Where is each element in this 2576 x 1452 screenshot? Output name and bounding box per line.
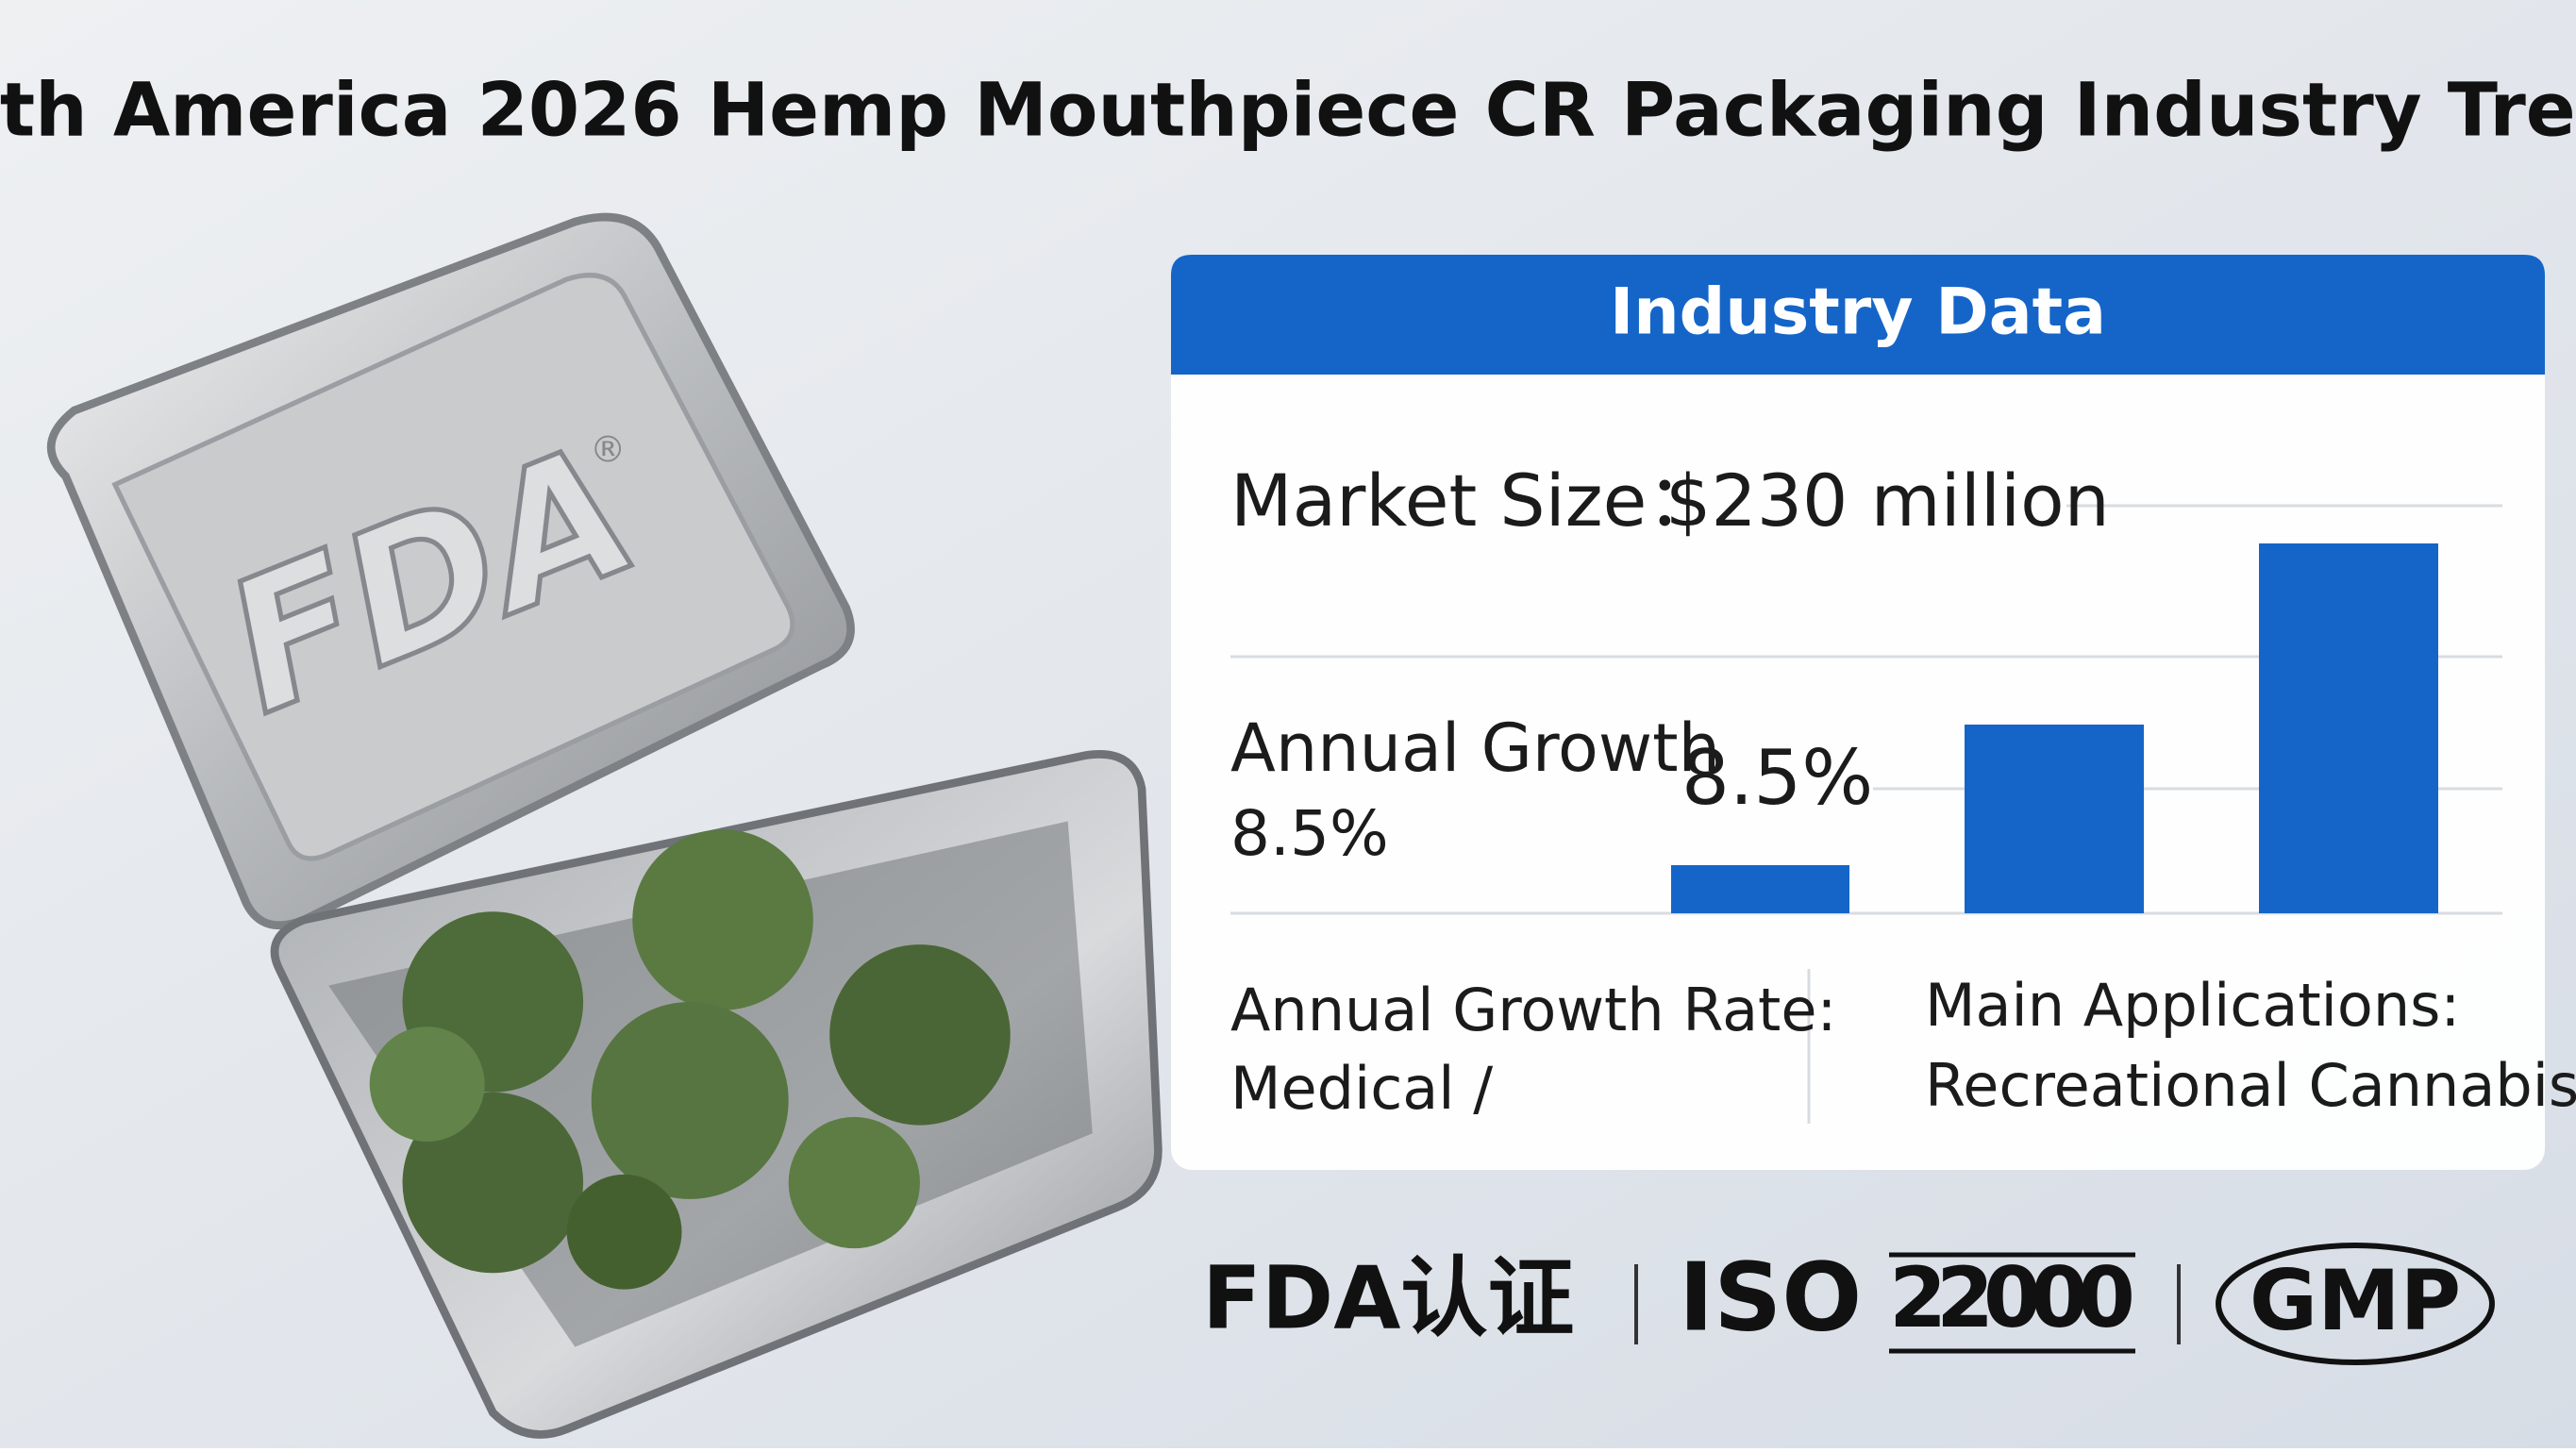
certifications: FDA认证 ISO 22000 GMP	[1202, 1242, 2495, 1365]
card-body	[1171, 255, 2545, 1170]
market-size-value: $230 million	[1665, 459, 2110, 542]
gmp-oval	[2216, 1243, 2495, 1365]
decorative-bars	[1671, 543, 2438, 913]
growth-value: 8.5%	[1681, 734, 1873, 822]
gmp-text: GMP	[2250, 1252, 2461, 1349]
hemp-buds	[369, 829, 1011, 1290]
bottom-right-line1: Main Applications:	[1925, 971, 2460, 1040]
card-header	[1171, 255, 2545, 375]
fda-cert: FDA认证	[1202, 1247, 1574, 1348]
industry-data-card: Industry Data Market Size： $230 million …	[1171, 255, 2576, 1170]
market-size-label: Market Size：	[1230, 459, 1718, 542]
registered-mark: ®	[590, 428, 626, 471]
bottom-right-line2: Recreational Cannabis	[1925, 1051, 2576, 1120]
tin-illustration: FDA ®	[46, 212, 1163, 1439]
bottom-left-line2: Medical /	[1230, 1054, 1493, 1123]
iso-number: 22000	[1889, 1249, 2135, 1346]
card-title: Industry Data	[1610, 275, 2106, 350]
title: North America 2026 Hemp Mouthpiece CR Pa…	[0, 68, 2576, 153]
growth-label-value: 8.5%	[1230, 797, 1389, 870]
bottom-left-line1: Annual Growth Rate:	[1230, 976, 1836, 1044]
growth-label: Annual Growth	[1230, 709, 1720, 787]
tin-lid-inner	[111, 273, 795, 861]
iso-text: ISO	[1679, 1242, 1862, 1352]
